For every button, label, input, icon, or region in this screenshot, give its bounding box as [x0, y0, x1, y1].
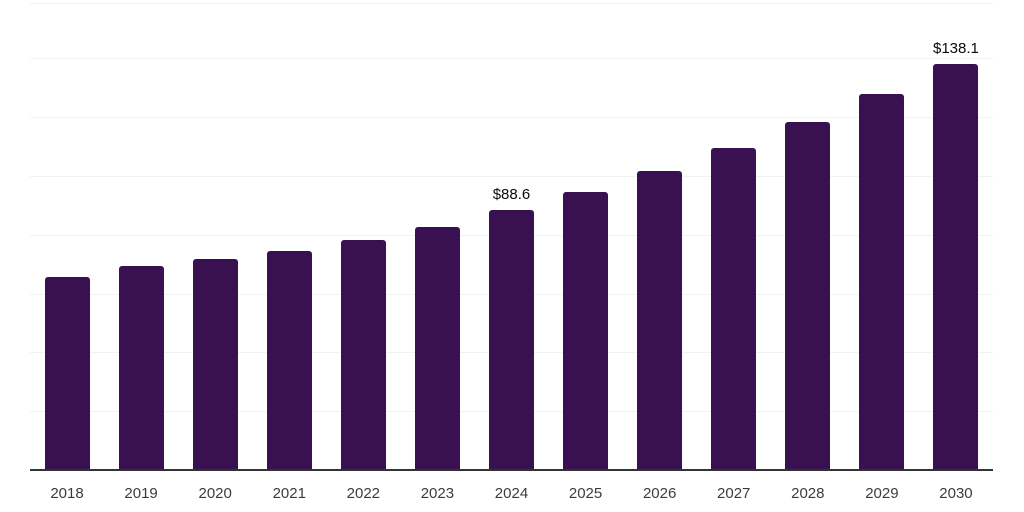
bar-2021: [266, 250, 312, 470]
x-axis-label-2018: 2018: [50, 485, 84, 502]
bar-2022: [340, 240, 386, 470]
bar-2025: [563, 192, 609, 470]
bar-2019: [118, 265, 164, 470]
bar-2020: [192, 258, 238, 470]
bar-2023: [414, 226, 460, 470]
x-axis-label-2019: 2019: [124, 485, 158, 502]
plot-top-border: [30, 3, 993, 4]
x-axis-label-2027: 2027: [717, 485, 751, 502]
bar-2026: [637, 171, 683, 470]
x-axis-label-2030: 2030: [939, 485, 973, 502]
bar-2024: [489, 209, 534, 470]
gridline-120: [30, 117, 993, 118]
x-axis-label-2024: 2024: [494, 485, 529, 502]
x-axis-label-2022: 2022: [346, 485, 381, 502]
data-label-2030: $138.1: [933, 39, 979, 57]
x-axis-label-2025: 2025: [568, 485, 603, 502]
bar-2027: [711, 148, 757, 470]
x-axis-label-2026: 2026: [642, 485, 677, 502]
x-axis-label-2023: 2023: [420, 485, 455, 502]
x-axis-line: [30, 469, 993, 471]
gridline-100: [30, 176, 993, 177]
gridline-140: [30, 58, 993, 59]
x-axis-label-2029: 2029: [865, 485, 899, 502]
x-axis-label-2020: 2020: [198, 485, 232, 502]
bar-2029: [859, 93, 905, 470]
bar-2028: [785, 121, 831, 470]
bar-2030: [933, 63, 979, 470]
x-axis-label-2021: 2021: [272, 485, 306, 502]
data-label-2024: $88.6: [492, 185, 531, 203]
bar-2018: [44, 277, 90, 470]
x-axis-label-2028: 2028: [791, 485, 825, 502]
